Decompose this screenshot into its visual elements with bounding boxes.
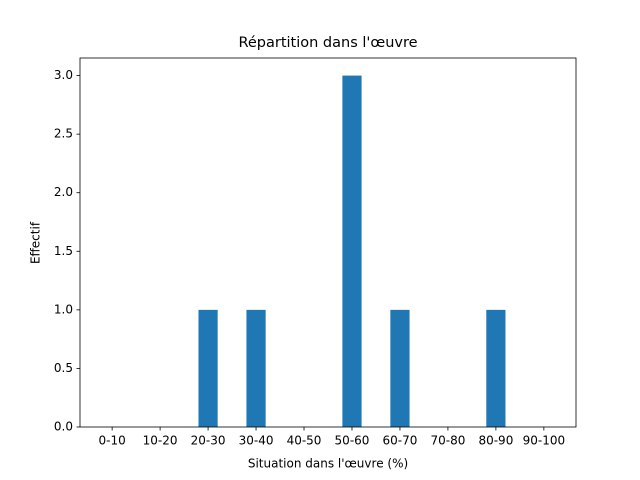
x-tick-label: 20-30 <box>191 434 226 448</box>
y-axis-label: Effectif <box>29 221 43 264</box>
chart-title: Répartition dans l'œuvre <box>238 35 417 51</box>
y-tick-label: 2.0 <box>54 185 73 199</box>
y-tick-label: 1.0 <box>54 302 73 316</box>
x-tick-label: 60-70 <box>383 434 418 448</box>
x-tick-label: 0-10 <box>99 434 126 448</box>
y-tick-label: 1.5 <box>54 244 73 258</box>
y-tick-label: 0.0 <box>54 420 73 434</box>
x-tick-label: 30-40 <box>239 434 274 448</box>
x-tick-label: 10-20 <box>143 434 178 448</box>
plot-frame <box>79 57 577 428</box>
bar <box>486 309 506 427</box>
bar <box>342 75 362 428</box>
y-tick-label: 3.0 <box>54 68 73 82</box>
x-tick-label: 50-60 <box>335 434 370 448</box>
x-tick-label: 90-100 <box>523 434 566 448</box>
x-axis-label: Situation dans l'œuvre (%) <box>248 457 408 471</box>
x-tick-label: 40-50 <box>287 434 322 448</box>
x-tick-label: 80-90 <box>478 434 513 448</box>
bar <box>198 309 218 427</box>
x-tick-label: 70-80 <box>430 434 465 448</box>
y-tick-label: 2.5 <box>54 127 73 141</box>
y-tick-label: 0.5 <box>54 361 73 375</box>
bar <box>246 309 266 427</box>
bar <box>390 309 410 427</box>
